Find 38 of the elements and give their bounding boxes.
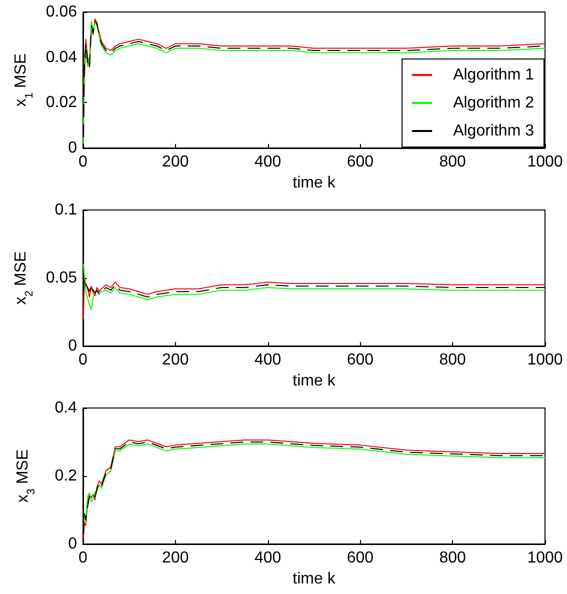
y-tick-label: 0 — [68, 140, 78, 156]
x-tick-label: 800 — [439, 352, 466, 368]
y-axis-title: x1 MSE — [12, 53, 36, 107]
y-axis-title: x3 MSE — [14, 449, 38, 503]
x-axis-title: time k — [292, 372, 336, 390]
x-tick-label: 1000 — [527, 550, 563, 566]
y-tick-label: 0.04 — [46, 48, 78, 66]
y-tick-label: 0.4 — [54, 400, 78, 416]
x-tick-label: 800 — [439, 550, 466, 566]
x-tick-label: 200 — [162, 154, 189, 170]
x-tick-label: 600 — [346, 154, 374, 170]
x-tick-label: 0 — [78, 550, 88, 566]
x-tick-label: 400 — [254, 154, 282, 170]
y-tick-label: 0 — [68, 536, 78, 552]
x-axis-title: time k — [292, 174, 336, 192]
y-tick-label: 0.02 — [46, 94, 78, 112]
y-tick-label: 0.05 — [46, 270, 78, 286]
y-tick-label: 0 — [68, 338, 78, 354]
x-tick-label: 200 — [162, 352, 189, 368]
line-series — [82, 264, 546, 310]
y-axis-title: x2 MSE — [12, 251, 36, 305]
x-tick-label: 1000 — [527, 352, 563, 368]
x-tick-label: 0 — [78, 352, 88, 368]
x-tick-label: 400 — [254, 352, 282, 368]
x-tick-label: 200 — [162, 550, 189, 566]
y-tick-label: 0.1 — [54, 202, 78, 218]
x-tick-label: 0 — [78, 154, 88, 170]
x-tick-label: 800 — [439, 154, 466, 170]
legend-label: Algorithm 3 — [453, 122, 534, 140]
y-tick-label: 0.06 — [46, 4, 78, 20]
x-tick-label: 600 — [346, 550, 374, 566]
legend-label: Algorithm 1 — [453, 66, 534, 84]
x-tick-label: 400 — [254, 550, 282, 566]
x-axis-title: time k — [292, 570, 336, 588]
x-tick-label: 1000 — [527, 154, 563, 170]
legend-label: Algorithm 2 — [453, 94, 534, 112]
x-tick-label: 600 — [346, 352, 374, 368]
y-tick-label: 0.2 — [54, 468, 78, 484]
